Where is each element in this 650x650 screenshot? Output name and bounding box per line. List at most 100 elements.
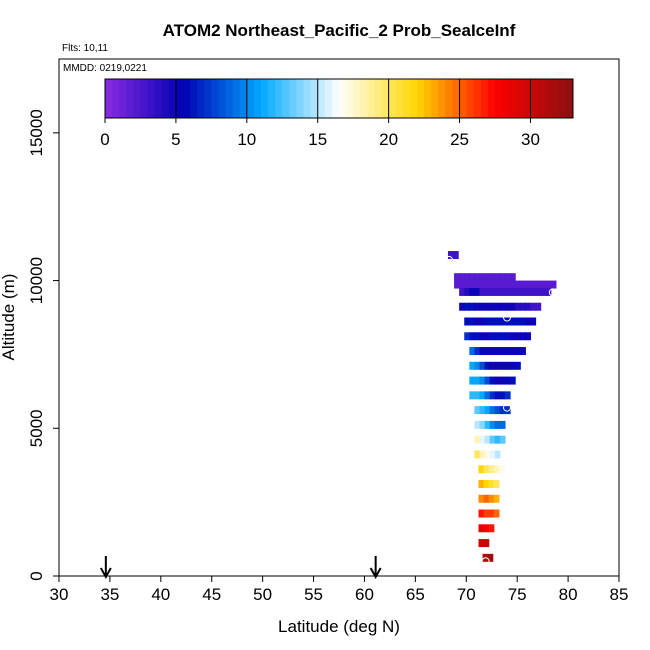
colorbar-swatch — [452, 79, 461, 118]
heatmap-cell — [515, 332, 521, 341]
heatmap-cell — [494, 391, 501, 400]
heatmap-cell — [504, 280, 511, 289]
colorbar-swatch — [204, 79, 212, 118]
heatmap-cell — [510, 280, 516, 289]
colorbar-swatch — [395, 79, 404, 118]
heatmap-cell — [499, 317, 506, 326]
colorbar-swatch — [133, 79, 141, 118]
colorbar-swatch — [225, 79, 234, 118]
heatmap-cell — [469, 280, 476, 289]
heatmap-cell — [483, 509, 490, 518]
heatmap-cell — [483, 494, 490, 503]
heatmap-cell — [474, 332, 481, 341]
colorbar-swatch — [346, 79, 354, 118]
heatmap-cell — [478, 524, 485, 533]
heatmap-cell — [469, 391, 476, 400]
heatmap-cell — [515, 280, 521, 289]
heatmap-cell — [464, 317, 470, 326]
heatmap-cell — [489, 391, 496, 400]
heatmap-cell — [510, 347, 516, 356]
colorbar-swatch — [388, 79, 397, 118]
y-tick-label: 5000 — [27, 409, 46, 447]
chart-title: ATOM2 Northeast_Pacific_2 Prob_SeaIceInf — [163, 21, 516, 40]
colorbar-swatch — [438, 79, 446, 118]
heatmap-cell — [474, 287, 481, 296]
heatmap-cell — [515, 347, 521, 356]
colorbar-swatch — [175, 79, 184, 118]
heatmap-cell — [494, 406, 501, 415]
heatmap-cell — [459, 280, 465, 289]
heatmap-cell — [520, 347, 526, 356]
colorbar-swatch — [537, 79, 546, 118]
heatmap-cell — [483, 479, 490, 488]
aircraft-marker — [503, 403, 511, 412]
x-tick-label: 50 — [253, 585, 272, 604]
heatmap-cell — [504, 361, 511, 370]
heatmap-cell — [494, 302, 501, 311]
heatmap-cell — [488, 465, 495, 474]
heatmap-cell — [479, 347, 486, 356]
arrow-head — [99, 567, 112, 580]
heatmap-cell — [469, 376, 476, 385]
x-tick-label: 60 — [355, 585, 374, 604]
x-tick-label: 65 — [406, 585, 425, 604]
heatmap-cell — [489, 332, 496, 341]
heatmap-cell — [479, 435, 486, 444]
heatmap-cell — [494, 287, 501, 296]
heatmap-cell — [489, 361, 496, 370]
heatmap-cell — [510, 317, 516, 326]
heatmap-cell — [494, 280, 501, 289]
heatmap-cell — [493, 465, 500, 474]
heatmap-cell — [479, 302, 486, 311]
heatmap-cell — [504, 287, 511, 296]
heatmap-cell — [489, 450, 496, 459]
colorbar-swatch — [353, 79, 361, 118]
heatmap-cell — [504, 376, 511, 385]
heatmap-cell — [520, 317, 526, 326]
heatmap-cell — [474, 376, 481, 385]
heatmap-cell — [474, 391, 481, 400]
heatmap-cell — [484, 376, 491, 385]
plot-frame — [58, 58, 620, 577]
colorbar-swatch — [218, 79, 227, 118]
heatmap-cell — [493, 479, 500, 488]
heatmap-cell — [474, 435, 481, 444]
colorbar-swatch — [317, 79, 326, 118]
colorbar-swatch — [523, 79, 531, 118]
heatmap-cell — [494, 450, 501, 459]
heatmap-cell — [535, 302, 542, 311]
heatmap-cell — [469, 287, 476, 296]
colorbar-swatch — [339, 79, 347, 118]
colorbar: 0 5 10 15 20 25 30 — [100, 78, 574, 149]
aircraft-marker — [548, 288, 557, 297]
x-tick-label: 40 — [151, 585, 170, 604]
colorbar-swatch — [431, 79, 439, 118]
colorbar-swatch — [558, 79, 567, 118]
heatmap-cell — [510, 332, 516, 341]
heatmap-cell — [510, 376, 516, 385]
colorbar-swatch — [424, 79, 432, 118]
colorbar-swatch — [480, 79, 489, 118]
heatmap-cell — [454, 280, 460, 289]
heatmap-cell — [484, 287, 491, 296]
heatmap-cell — [489, 280, 496, 289]
heatmap-cell — [499, 406, 506, 415]
heatmap-cell — [453, 251, 459, 260]
colorbar-swatch — [303, 79, 312, 118]
heatmap-cell — [464, 332, 470, 341]
heatmap-cell — [510, 273, 516, 282]
heatmap-cell — [478, 465, 485, 474]
colorbar-swatch — [367, 79, 375, 118]
heatmap-cell — [504, 302, 511, 311]
colorbar-swatch — [381, 79, 390, 118]
heatmap-cell — [540, 280, 547, 289]
heatmap-cell — [484, 347, 491, 356]
heatmap-cell — [474, 273, 481, 282]
heatmap-cell — [499, 420, 506, 429]
heatmap-cell — [488, 494, 495, 503]
heatmap-cell — [494, 361, 501, 370]
x-axis-label: Latitude (deg N) — [278, 617, 400, 636]
colorbar-swatch — [296, 79, 305, 118]
